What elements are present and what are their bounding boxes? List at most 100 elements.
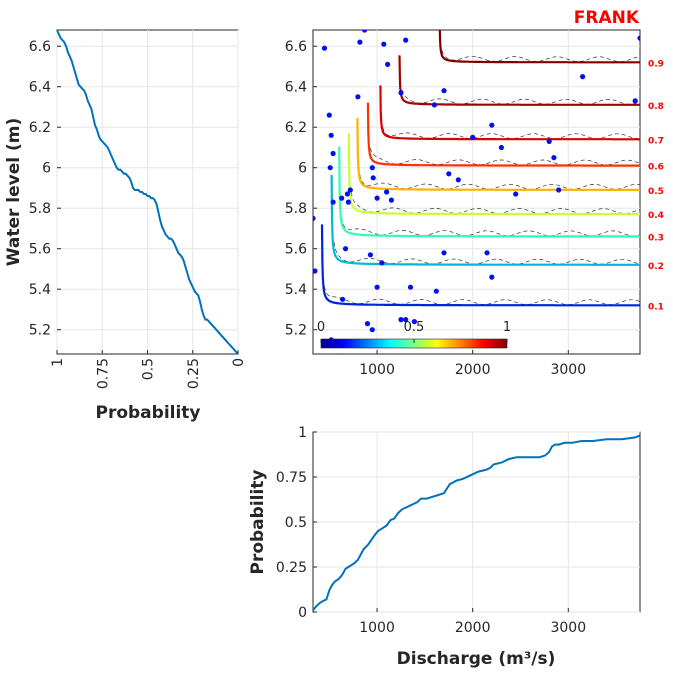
observation-point	[546, 138, 552, 144]
left-xtick-label: 0.5	[141, 358, 157, 380]
observation-point	[407, 284, 414, 290]
observation-point	[313, 215, 316, 221]
observation-point	[398, 317, 404, 323]
observation-point	[441, 250, 447, 256]
contour-level-labels: 0.1 0.2 0.3 0.4 0.5 0.6 0.7 0.8 0.9	[648, 59, 664, 312]
bottom-ticks: 1000 2000 3000 0 0.25 0.5 0.75 1	[276, 425, 586, 636]
observation-point	[580, 74, 586, 80]
left-x-axis-label: Probability	[95, 403, 200, 423]
left-ytick-label: 6.2	[29, 120, 51, 136]
main-plot-area	[312, 29, 641, 355]
observation-point	[370, 175, 376, 181]
contour-line-0.1	[320, 224, 640, 307]
observation-point	[431, 102, 437, 108]
contour-line-0.6	[366, 102, 640, 167]
observation-point	[398, 90, 404, 96]
observation-point	[470, 134, 476, 140]
observation-point	[362, 30, 368, 33]
contour-line-0.7	[379, 85, 640, 141]
left-y-axis-label: Water level (m)	[4, 118, 24, 267]
observation-point	[367, 252, 373, 258]
empirical-contour-0.4	[350, 192, 640, 214]
main-ytick-label: 6	[298, 161, 307, 177]
observation-point	[340, 296, 346, 302]
left-ytick-label: 6.6	[29, 39, 51, 55]
left-ytick-label: 5.8	[29, 201, 51, 217]
observation-point	[374, 195, 380, 201]
observation-point	[327, 165, 333, 171]
main-ytick-label: 6.4	[285, 80, 307, 96]
left-ytick-label: 6.4	[29, 80, 51, 96]
contour-label-0.8: 0.8	[648, 102, 664, 112]
main-ytick-label: 5.6	[285, 242, 307, 258]
observation-point	[321, 45, 328, 51]
contour-label-0.6: 0.6	[648, 163, 664, 173]
bottom-xtick-label: 3000	[550, 620, 586, 636]
left-ytick-label: 5.4	[29, 282, 51, 298]
observation-point	[484, 250, 490, 256]
observation-point	[357, 39, 363, 45]
main-ytick-label: 6.2	[285, 120, 307, 136]
observation-point	[384, 189, 390, 195]
bottom-panel: 1000 2000 3000 0 0.25 0.5 0.75 1 Probability Di…	[248, 425, 641, 669]
bottom-probability-line	[312, 434, 641, 611]
observation-point	[637, 35, 640, 41]
observation-point	[328, 132, 334, 138]
observation-point	[369, 165, 375, 171]
left-xtick-label: 0.75	[95, 358, 111, 389]
observation-point	[364, 321, 371, 327]
observation-point	[403, 37, 409, 43]
observation-point	[345, 199, 351, 205]
empirical-contour-0.6	[370, 147, 640, 166]
observation-point	[330, 199, 336, 205]
observation-point	[551, 155, 557, 161]
observation-points	[313, 30, 640, 354]
main-ytick-label: 6.6	[285, 39, 307, 55]
copula-contours	[320, 30, 640, 307]
bottom-y-axis-label: Probability	[248, 469, 268, 574]
contour-line-0.9	[438, 30, 640, 64]
observation-point	[344, 191, 350, 197]
contour-label-0.2: 0.2	[648, 262, 664, 272]
colorbar-tick-label: 0	[317, 320, 325, 335]
observation-point	[388, 197, 394, 203]
observation-point	[498, 144, 504, 151]
contour-line-0.8	[398, 55, 640, 106]
left-ytick-label: 5.6	[29, 242, 51, 258]
observation-point	[326, 112, 332, 118]
main-grid	[313, 30, 640, 354]
bottom-xtick-label: 1000	[359, 620, 395, 636]
main-ticks: 1000 2000 3000 5.2 5.4 5.6 5.8 6 6.2 6.4 6.6	[285, 39, 586, 378]
bottom-ytick-label: 0.25	[276, 560, 307, 576]
observation-point	[632, 98, 638, 104]
left-probability-line	[56, 29, 239, 355]
empirical-contour-0.9	[441, 50, 640, 63]
left-xtick-label: 1	[50, 358, 66, 367]
observation-point	[381, 41, 387, 47]
bottom-xtick-label: 2000	[455, 620, 491, 636]
observation-point	[347, 187, 353, 193]
contour-line-0.3	[338, 146, 640, 238]
main-xtick-label: 3000	[550, 362, 586, 378]
left-xtick-label: 0	[231, 358, 247, 367]
observation-point	[455, 177, 461, 183]
contour-label-0.5: 0.5	[648, 187, 664, 197]
left-grid	[56, 30, 239, 354]
main-ytick-label: 5.4	[285, 282, 307, 298]
main-ytick-label: 5.2	[285, 323, 307, 339]
main-ytick-label: 5.8	[285, 201, 307, 217]
bottom-ytick-label: 1	[298, 425, 307, 441]
observation-point	[433, 288, 439, 294]
observation-point	[385, 61, 391, 67]
contour-label-0.3: 0.3	[648, 233, 664, 243]
left-ytick-label: 5.2	[29, 323, 51, 339]
colorbar-ticks: 0 0.5 1	[317, 320, 511, 343]
left-panel: 1 0.75 0.5 0.25 0 5.2 5.4 5.6 5.8 6 6.2 6.4 6.6 Wate…	[4, 29, 247, 423]
observation-point	[330, 150, 336, 157]
bottom-ytick-label: 0.75	[276, 470, 307, 486]
bottom-ytick-label: 0	[298, 605, 307, 621]
observation-point	[342, 246, 349, 252]
observation-point	[513, 191, 519, 197]
empirical-contour-0.2	[333, 242, 640, 265]
